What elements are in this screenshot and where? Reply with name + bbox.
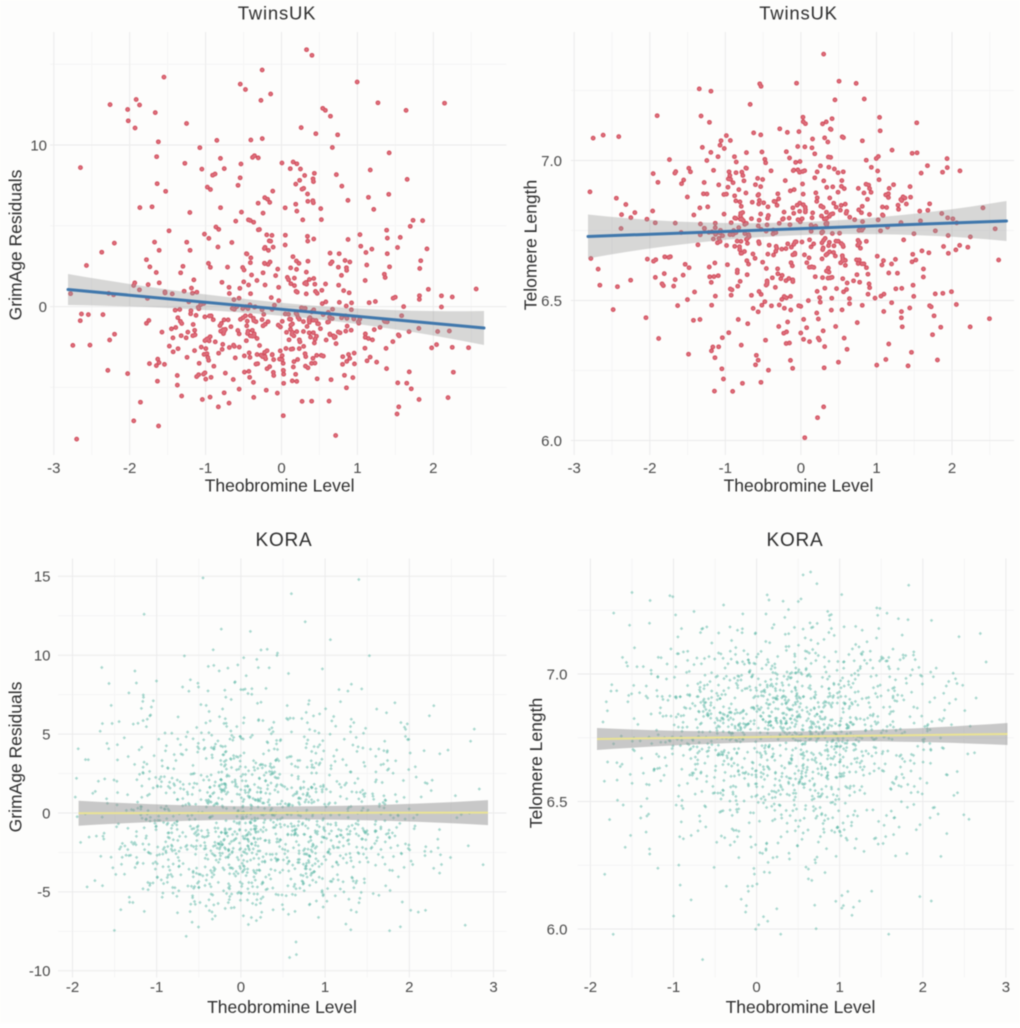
svg-text:3: 3: [489, 979, 497, 996]
svg-text:0: 0: [39, 299, 47, 316]
svg-text:5: 5: [42, 726, 50, 743]
svg-text:1: 1: [353, 460, 361, 477]
svg-text:6.5: 6.5: [547, 794, 568, 811]
svg-text:7.0: 7.0: [547, 666, 568, 683]
svg-text:10: 10: [30, 137, 47, 154]
svg-text:2: 2: [429, 460, 437, 477]
svg-text:GrimAge Residuals: GrimAge Residuals: [6, 681, 26, 832]
svg-text:0: 0: [752, 979, 760, 996]
svg-text:6.0: 6.0: [547, 921, 568, 938]
svg-text:0: 0: [797, 460, 805, 477]
svg-text:TwinsUK: TwinsUK: [238, 2, 317, 23]
svg-text:1: 1: [836, 979, 844, 996]
svg-text:-1: -1: [199, 460, 212, 477]
svg-text:0: 0: [237, 979, 245, 996]
svg-text:7.0: 7.0: [541, 153, 562, 170]
svg-text:15: 15: [34, 569, 51, 586]
svg-text:10: 10: [34, 648, 51, 665]
svg-text:Theobromine Level: Theobromine Level: [724, 475, 874, 495]
svg-text:KORA: KORA: [255, 530, 312, 551]
svg-text:6.5: 6.5: [541, 293, 562, 310]
svg-text:1: 1: [872, 460, 880, 477]
svg-text:0: 0: [42, 805, 50, 822]
svg-text:Telomere Length: Telomere Length: [526, 698, 546, 828]
svg-text:Telomere Length: Telomere Length: [521, 180, 541, 310]
svg-text:3: 3: [1002, 979, 1010, 996]
svg-text:-2: -2: [66, 979, 79, 996]
svg-text:-2: -2: [643, 460, 656, 477]
svg-text:KORA: KORA: [766, 530, 823, 551]
svg-text:-1: -1: [719, 460, 732, 477]
svg-text:2: 2: [919, 979, 927, 996]
svg-text:Theobromine Level: Theobromine Level: [726, 997, 876, 1017]
svg-text:-3: -3: [47, 460, 60, 477]
svg-text:GrimAge Residuals: GrimAge Residuals: [6, 169, 26, 320]
svg-text:-3: -3: [568, 460, 581, 477]
svg-text:6.0: 6.0: [541, 433, 562, 450]
svg-text:2: 2: [948, 460, 956, 477]
svg-text:TwinsUK: TwinsUK: [759, 2, 838, 23]
svg-text:2: 2: [405, 979, 413, 996]
svg-text:-10: -10: [29, 963, 51, 980]
svg-text:-5: -5: [37, 884, 50, 901]
svg-text:-2: -2: [123, 460, 136, 477]
svg-text:-2: -2: [584, 979, 597, 996]
svg-text:Theobromine Level: Theobromine Level: [207, 997, 357, 1017]
svg-text:-1: -1: [667, 979, 680, 996]
svg-text:Theobromine Level: Theobromine Level: [205, 475, 355, 495]
svg-text:0: 0: [277, 460, 285, 477]
svg-text:-1: -1: [150, 979, 163, 996]
svg-text:1: 1: [321, 979, 329, 996]
